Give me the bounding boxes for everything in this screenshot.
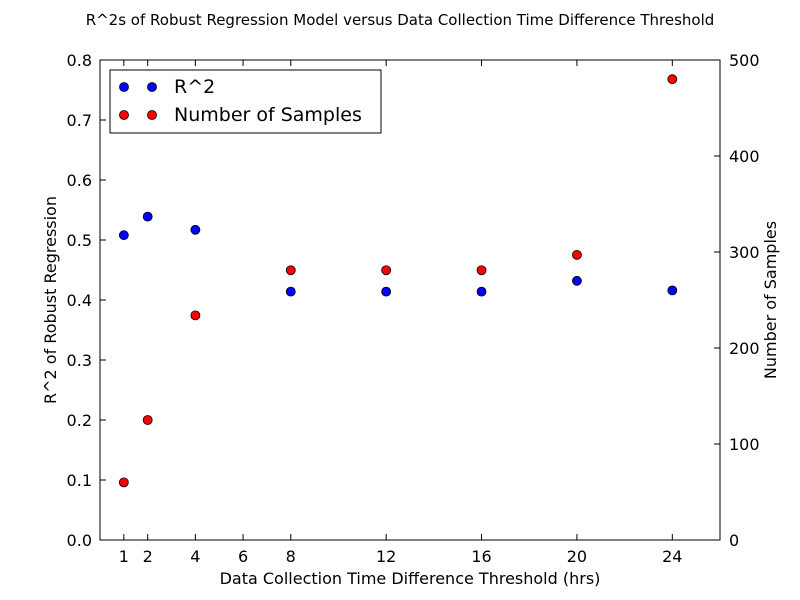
x-tick-label: 6 — [238, 547, 248, 566]
samples-point — [118, 477, 129, 488]
r2-point — [476, 286, 487, 297]
x-tick-label: 8 — [286, 547, 296, 566]
plot-area — [100, 60, 720, 540]
legend-marker-samples-2 — [147, 110, 157, 120]
x-tick-label: 12 — [376, 547, 396, 566]
y-tick-label: 0.4 — [67, 291, 92, 310]
plot-frame — [99, 59, 721, 541]
y2-tick-label: 200 — [729, 339, 760, 358]
y2-axis-label: Number of Samples — [761, 221, 780, 379]
y2-tick-label: 300 — [729, 243, 760, 262]
y-tick-label: 0.1 — [67, 471, 92, 490]
r2-point — [118, 230, 129, 241]
x-tick-label: 16 — [471, 547, 491, 566]
x-tick-label: 1 — [119, 547, 129, 566]
y-tick-label: 0.8 — [67, 51, 92, 70]
data-points — [118, 74, 678, 488]
y-axis-ticks: 0.0 0.1 0.2 0.3 0.4 0.5 0.6 0.7 0.8 — [67, 51, 106, 550]
x-axis-label: Data Collection Time Difference Threshol… — [220, 569, 601, 588]
samples-point — [476, 265, 487, 276]
x-axis-ticks: 1 2 4 6 8 12 16 20 24 — [119, 60, 682, 566]
y2-axis-ticks: 0 100 200 300 400 500 — [714, 51, 760, 550]
y-tick-label: 0.6 — [67, 171, 92, 190]
r2-point — [142, 211, 153, 222]
y-tick-label: 0.2 — [67, 411, 92, 430]
y2-tick-label: 100 — [729, 435, 760, 454]
y-tick-label: 0.7 — [67, 111, 92, 130]
legend-label-samples: Number of Samples — [174, 104, 362, 126]
x-tick-label: 24 — [662, 547, 682, 566]
r2-point — [285, 286, 296, 297]
x-tick-label: 20 — [567, 547, 587, 566]
samples-point — [381, 265, 392, 276]
legend-label-r2: R^2 — [174, 76, 215, 98]
legend-marker-r2-1 — [119, 82, 129, 92]
samples-point — [142, 415, 153, 425]
chart-title: R^2s of Robust Regression Model versus D… — [86, 11, 715, 29]
y2-tick-label: 500 — [729, 51, 760, 70]
r2-point — [190, 224, 201, 235]
r2-point — [572, 275, 582, 286]
r2-point — [381, 286, 392, 297]
y-tick-label: 0.3 — [67, 351, 92, 370]
x-tick-label: 4 — [190, 547, 200, 566]
samples-point — [667, 74, 678, 85]
legend-marker-samples-1 — [119, 110, 129, 120]
legend: R^2 Number of Samples — [109, 69, 382, 134]
legend-box — [109, 69, 382, 134]
y-tick-label: 0.0 — [67, 531, 92, 550]
y-tick-label: 0.5 — [67, 231, 92, 250]
y2-tick-label: 0 — [729, 531, 739, 550]
legend-marker-r2-2 — [147, 82, 157, 92]
samples-point — [285, 265, 296, 276]
samples-point — [572, 249, 582, 260]
x-tick-label: 2 — [143, 547, 153, 566]
y-axis-label: R^2 of Robust Regression — [41, 196, 60, 404]
r2-point — [667, 285, 678, 296]
samples-point — [190, 310, 201, 321]
y2-tick-label: 400 — [729, 147, 760, 166]
